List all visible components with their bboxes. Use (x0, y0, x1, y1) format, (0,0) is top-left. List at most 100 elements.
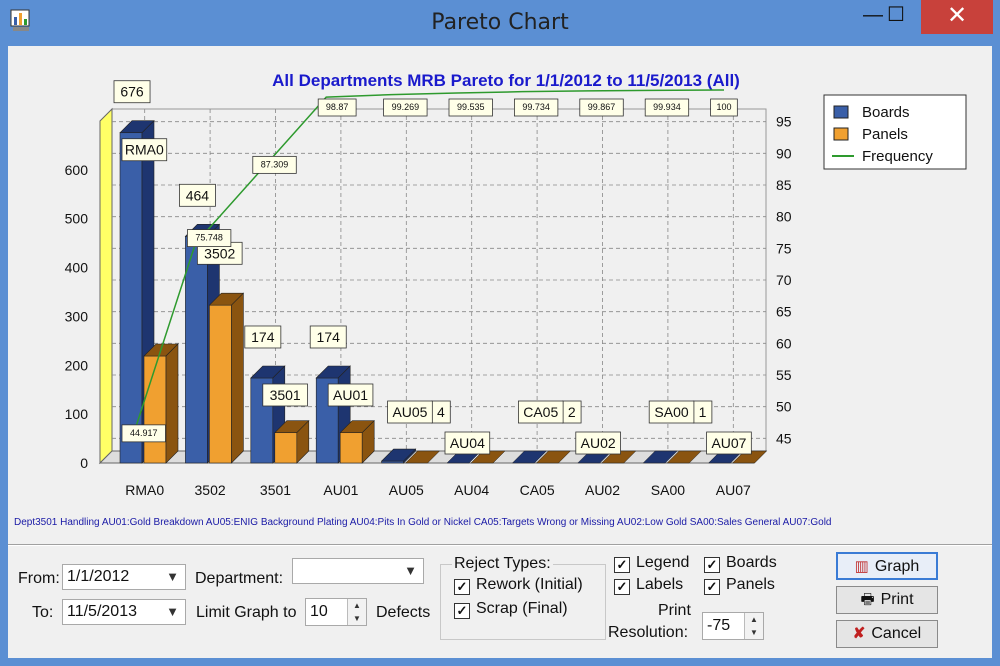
category-callout: AU07 (711, 435, 746, 451)
stepper-buttons[interactable]: ▲ ▼ (347, 599, 366, 625)
y-right-tick-label: 75 (776, 240, 792, 256)
bar-value-label-box (309, 325, 347, 349)
checkmark-icon: ✓ (454, 603, 470, 619)
print-button[interactable]: 🖶 Print (836, 586, 938, 614)
x-tick-label: RMA0 (125, 482, 164, 498)
labels-checkbox[interactable]: ✓ Labels (614, 576, 683, 595)
chevron-down-icon: ▼ (166, 569, 179, 584)
panels-bar (339, 432, 363, 464)
window-title: Pareto Chart (431, 10, 569, 35)
panels-bar (666, 450, 702, 464)
pareto-chart: All Departments MRB Pareto for 1/1/2012 … (14, 49, 984, 545)
category-callout-box (575, 431, 621, 455)
scrap-checkbox[interactable]: ✓ Scrap (Final) (454, 600, 568, 619)
y-left-tick-label: 500 (65, 211, 89, 227)
close-button[interactable]: ✕ (921, 0, 993, 34)
stepper-up-icon[interactable]: ▲ (353, 601, 361, 610)
defects-label: Defects (376, 604, 431, 621)
chevron-down-icon: ▼ (404, 563, 417, 578)
panels-bar (404, 450, 441, 464)
frequency-label-box (317, 98, 357, 117)
stepper-down-icon[interactable]: ▼ (750, 628, 758, 637)
bar-value-label: 1 (699, 404, 707, 420)
panels-bar-side (361, 419, 375, 464)
boards-bar (185, 236, 208, 464)
panels-checkbox[interactable]: ✓ Panels (704, 576, 775, 595)
chevron-down-icon: ▼ (166, 604, 179, 619)
legend-boards-label: Boards (862, 104, 910, 121)
rework-checkbox[interactable]: ✓ Rework (Initial) (454, 576, 583, 595)
category-callout-box (387, 400, 433, 424)
frequency-label-box (579, 98, 624, 117)
maximize-button[interactable]: ☐ (887, 4, 905, 26)
category-callout-box (444, 431, 491, 455)
cancel-button[interactable]: ✘ Cancel (836, 620, 938, 648)
panels-bar (731, 450, 768, 464)
legend-panels-label: Panels (862, 126, 908, 143)
print-resolution-stepper[interactable]: -75 ▲ ▼ (702, 612, 764, 640)
bar-value-label-box (178, 183, 216, 207)
frequency-label-box (710, 98, 738, 117)
bar-value-label: 676 (120, 84, 144, 100)
legend-panels-swatch (833, 127, 849, 141)
limit-stepper[interactable]: 10 ▲ ▼ (305, 598, 367, 626)
y-left-tick-label: 600 (65, 162, 89, 178)
x-tick-label: CA05 (520, 482, 555, 498)
panels-bar (601, 450, 637, 464)
boards-checkbox[interactable]: ✓ Boards (704, 554, 777, 573)
checkmark-icon: ✓ (704, 579, 720, 595)
y-left-tick-label: 400 (65, 260, 89, 276)
frequency-label-box (121, 424, 166, 443)
boards-bar (119, 132, 143, 464)
y-right-tick-label: 55 (776, 367, 792, 383)
bar-value-label: 174 (251, 329, 275, 345)
category-callout-box (517, 400, 564, 424)
bar-value-label-box (244, 325, 282, 349)
x-tick-label: AU02 (585, 482, 620, 498)
panels-bar (143, 355, 167, 464)
y-right-tick-label: 50 (776, 399, 792, 415)
checkmark-icon: ✓ (454, 579, 470, 595)
y-left-tick-label: 300 (65, 308, 89, 324)
stepper-up-icon[interactable]: ▲ (750, 615, 758, 624)
x-tick-label: 3501 (260, 482, 291, 498)
frequency-label: 99.535 (457, 102, 485, 112)
title-bar[interactable]: Pareto Chart — ☐ ✕ (0, 0, 1000, 46)
panels-bar (274, 432, 298, 464)
frequency-label: 99.867 (588, 102, 616, 112)
client-area: All Departments MRB Pareto for 1/1/2012 … (8, 46, 992, 658)
to-date-picker[interactable]: 11/5/2013 ▼ (62, 599, 186, 625)
bar-value-label-box (113, 80, 151, 104)
x-tick-label: AU05 (389, 482, 424, 498)
to-date-value: 11/5/2013 (67, 603, 137, 620)
labels-label: Labels (636, 576, 684, 593)
chart-left-wall (99, 107, 113, 465)
frequency-label: 87.309 (261, 159, 289, 169)
bar-value-label: 4 (437, 404, 445, 420)
stepper-buttons[interactable]: ▲ ▼ (744, 613, 763, 639)
bar-chart-icon: ▥ (854, 558, 869, 575)
frequency-label: 99.734 (522, 102, 550, 112)
x-tick-label: 3502 (195, 482, 226, 498)
from-label: From: (18, 570, 60, 587)
category-callout: AU04 (450, 435, 485, 451)
panels-label: Panels (726, 576, 775, 593)
frequency-label-box (448, 98, 493, 117)
stepper-down-icon[interactable]: ▼ (353, 614, 361, 623)
category-callout-box (648, 400, 695, 424)
defect-code-footnote: Dept3501 Handling AU01:Gold Breakdown AU… (14, 517, 832, 528)
from-date-picker[interactable]: 1/1/2012 ▼ (62, 564, 186, 590)
category-callout: AU05 (392, 404, 427, 420)
graph-button[interactable]: ▥ Graph (836, 552, 938, 580)
frequency-label-box (513, 98, 559, 117)
y-right-tick-label: 95 (776, 114, 792, 130)
bar-value-label: 464 (186, 187, 210, 203)
legend-checkbox[interactable]: ✓ Legend (614, 554, 689, 573)
minimize-button[interactable]: — (863, 4, 883, 26)
print-resolution-label-line2: Resolution: (608, 624, 689, 641)
legend-boards-swatch (833, 105, 849, 119)
panels-bar (535, 450, 572, 464)
category-callout: SA00 (654, 404, 688, 420)
department-select[interactable]: ▼ (292, 558, 424, 584)
